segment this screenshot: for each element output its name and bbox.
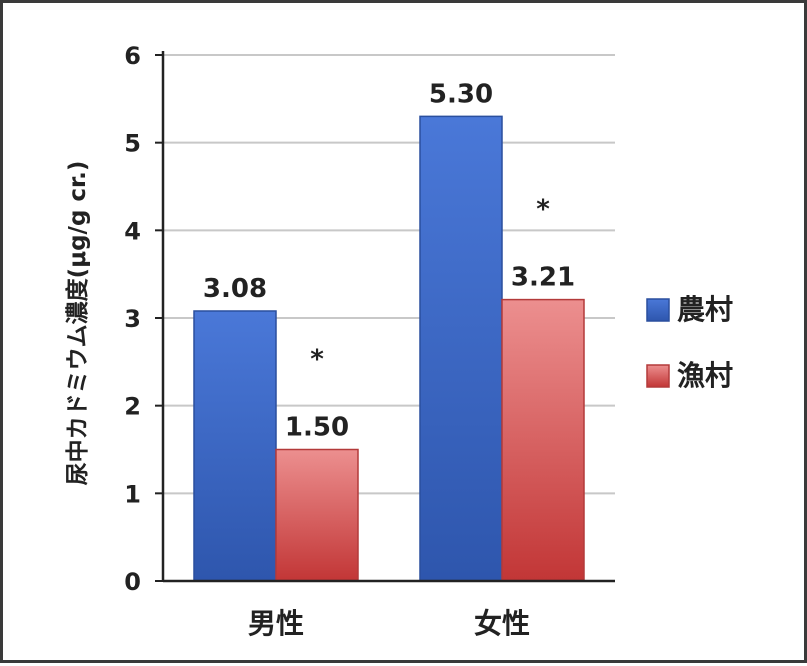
data-label: 3.08 bbox=[203, 274, 267, 304]
legend-label: 農村 bbox=[677, 293, 733, 326]
y-tick-label: 6 bbox=[124, 42, 141, 70]
data-label: 3.21 bbox=[511, 263, 575, 293]
axes: 0 1 2 3 4 5 6 bbox=[124, 42, 615, 596]
y-tick-label: 5 bbox=[124, 130, 141, 158]
legend-swatch-rural bbox=[646, 298, 670, 322]
data-label: 5.30 bbox=[429, 79, 493, 109]
legend-label: 漁村 bbox=[677, 359, 733, 392]
y-tick-label: 4 bbox=[124, 217, 141, 245]
y-tick-label: 2 bbox=[124, 393, 141, 421]
y-tick-label: 1 bbox=[124, 480, 141, 508]
y-axis-title: 尿中カドミウム濃度(μg/g cr.) bbox=[64, 161, 91, 486]
legend-swatch-fishing bbox=[646, 364, 670, 388]
y-tick-label: 3 bbox=[124, 305, 141, 333]
bar-rural-female bbox=[419, 115, 503, 582]
significance-marker: * bbox=[310, 345, 324, 375]
y-tick-label: 0 bbox=[124, 568, 141, 596]
bars bbox=[193, 115, 585, 582]
x-category-label: 女性 bbox=[474, 607, 530, 640]
labels: 3.08 1.50 * 男性 5.30 3.21 * 女性 bbox=[203, 79, 575, 640]
data-label: 1.50 bbox=[285, 413, 349, 443]
bar-chart: 0 1 2 3 4 5 6 3.08 1.50 * 男性 5.30 3.21 * 女性 尿中カドミウム濃度… bbox=[64, 42, 733, 640]
bar-fishing-male bbox=[275, 448, 359, 582]
x-category-label: 男性 bbox=[248, 607, 304, 640]
bar-fishing-female bbox=[501, 298, 585, 582]
bar-rural-male bbox=[193, 310, 277, 582]
significance-marker: * bbox=[536, 195, 550, 225]
